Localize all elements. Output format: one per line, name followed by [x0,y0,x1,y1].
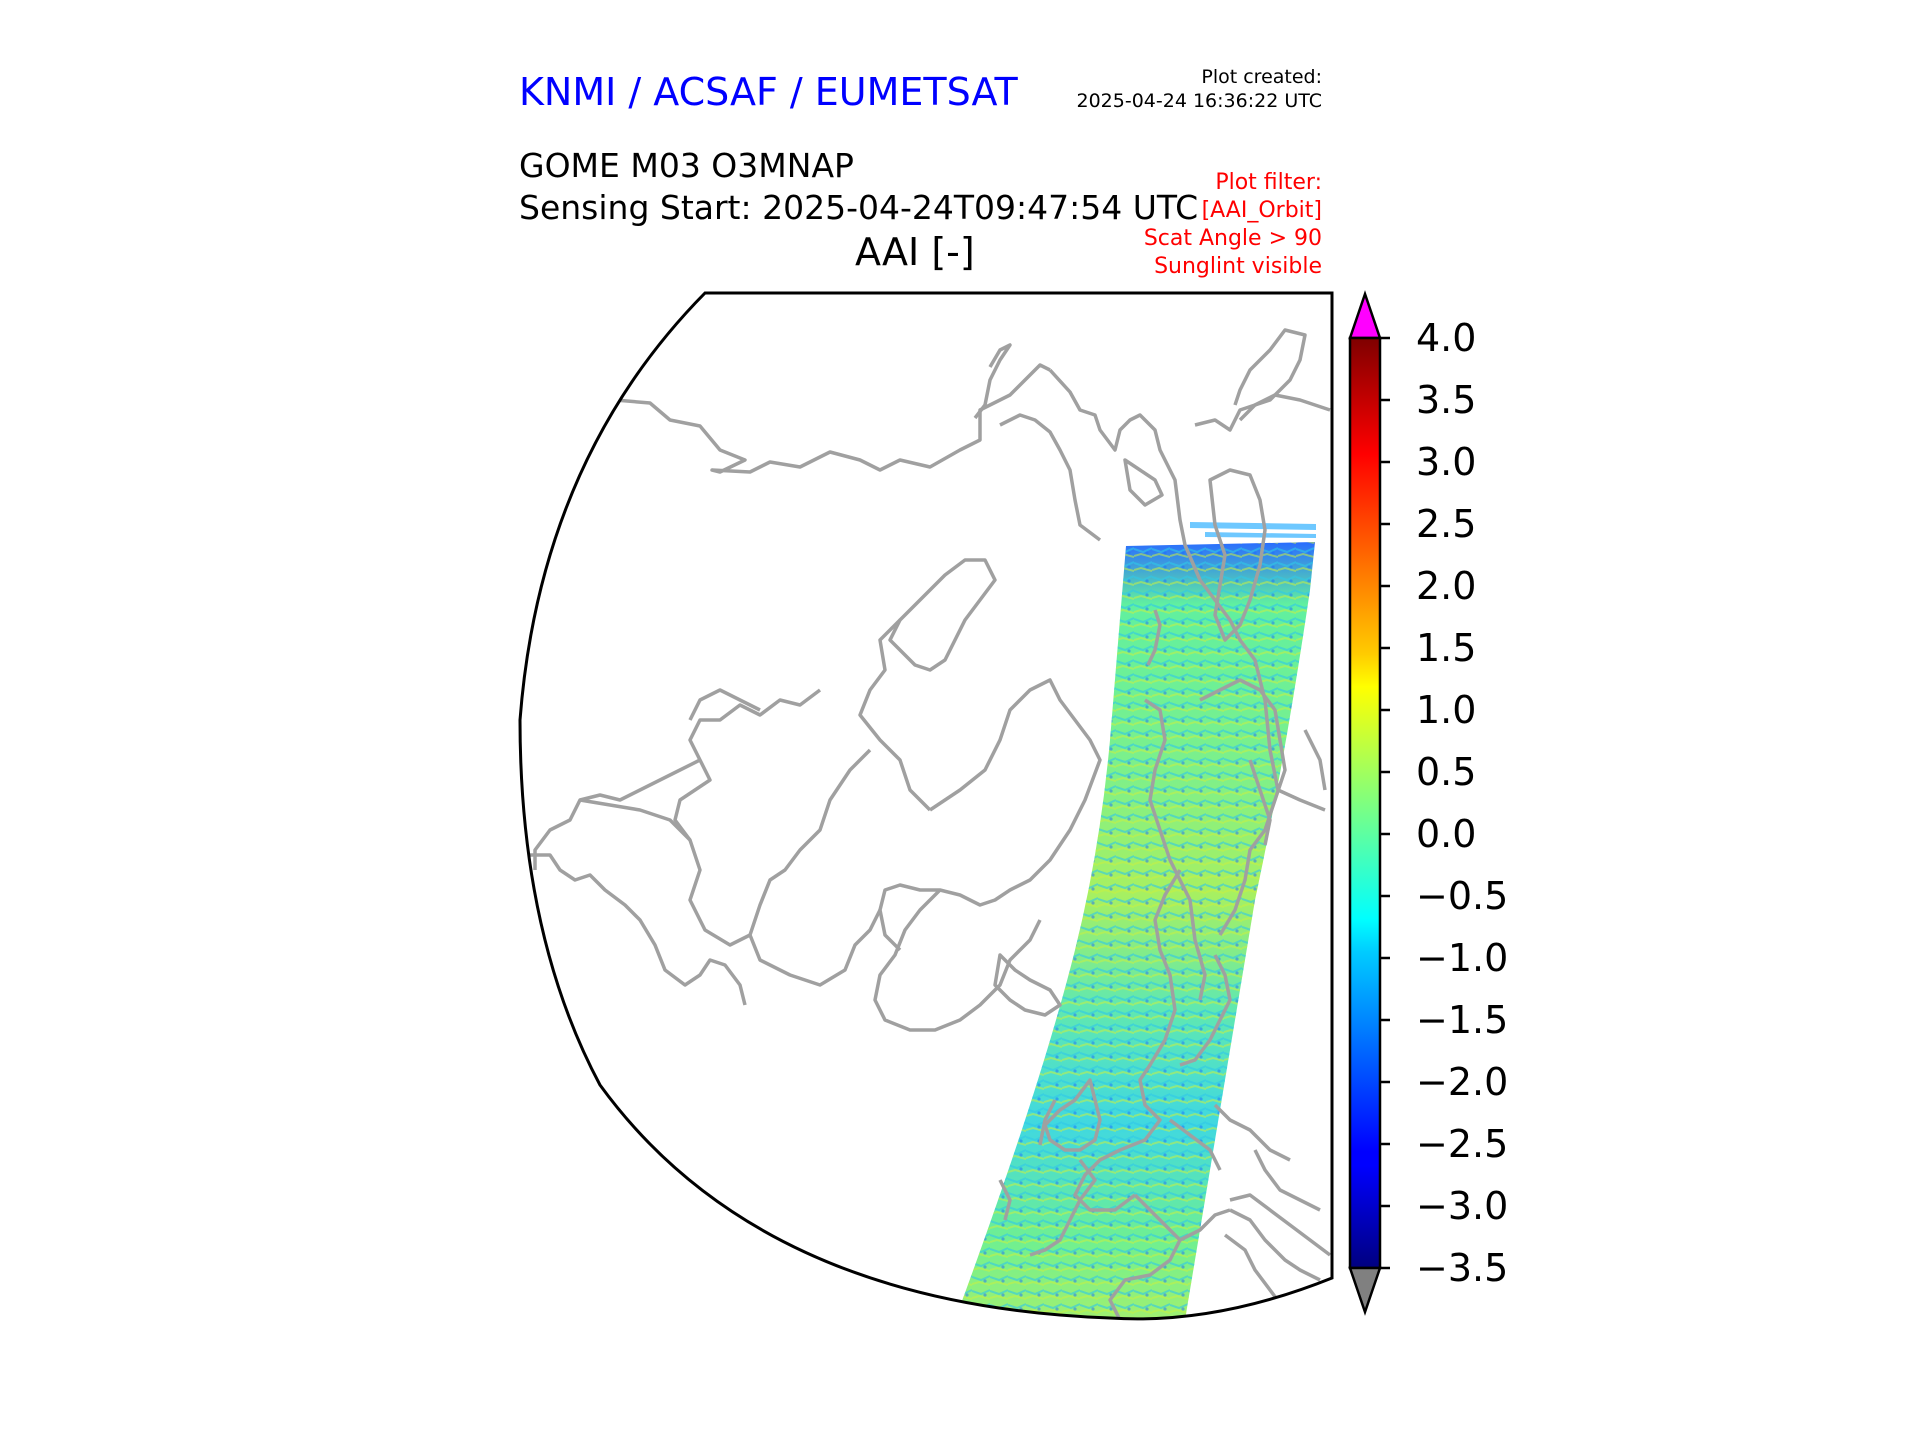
colorbar-tick-label: −2.0 [1416,1060,1509,1104]
plot-created-label: Plot created: [1201,66,1322,88]
colorbar-tick-label: 4.0 [1416,316,1477,360]
map-boundary [518,291,1334,1321]
colorbar-gradient [1348,336,1382,1270]
colorbar-tick-label: 1.0 [1416,688,1477,732]
filter-line: Scat Angle > 90 [1143,226,1322,251]
colorbar-tick-label: −3.0 [1416,1184,1509,1228]
colorbar-tick-label: 2.0 [1416,564,1477,608]
colorbar-tick-label: −1.0 [1416,936,1509,980]
filter-line: [AAI_Orbit] [1201,198,1322,223]
colorbar-tick-label: 3.0 [1416,440,1477,484]
filter-line: Plot filter: [1215,170,1322,195]
colorbar-tick-label: 0.5 [1416,750,1477,794]
colorbar-tick-label: −1.5 [1416,998,1509,1042]
plot-created-time: 2025-04-24 16:36:22 UTC [1076,90,1323,112]
colorbar-tick-label: 1.5 [1416,626,1477,670]
colorbar [1348,290,1390,1316]
product-title: GOME M03 O3MNAP [519,146,854,185]
sensing-start: Sensing Start: 2025-04-24T09:47:54 UTC [519,188,1199,227]
colorbar-ticks [1380,336,1390,1270]
colorbar-tick-label: 2.5 [1416,502,1477,546]
colorbar-tick-label: −2.5 [1416,1122,1509,1166]
variable-title: AAI [-] [855,230,975,274]
colorbar-tick-label: −3.5 [1416,1246,1509,1290]
colorbar-tick-label: −0.5 [1416,874,1509,918]
aai-swath-strip [1190,522,1316,538]
organization-title: KNMI / ACSAF / EUMETSAT [519,70,1018,114]
map-content [528,328,1332,1319]
coastlines [528,328,1332,1319]
colorbar-tick-label: 0.0 [1416,812,1477,856]
colorbar-under-arrow [1348,1266,1382,1316]
colorbar-over-arrow [1348,290,1382,340]
filter-line: Sunglint visible [1154,254,1322,279]
colorbar-tick-label: 3.5 [1416,378,1477,422]
